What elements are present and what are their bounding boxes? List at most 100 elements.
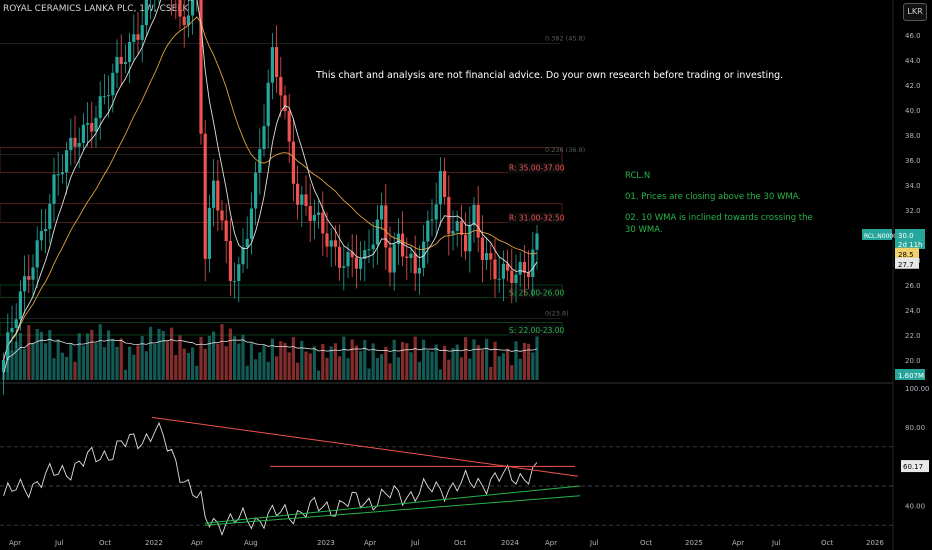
volume-bar <box>212 331 216 380</box>
volume-bar <box>350 339 354 380</box>
volume-bar <box>422 339 426 380</box>
candle-body <box>405 256 409 259</box>
rsi-support-line-1 <box>204 485 581 524</box>
volume-bar <box>52 358 56 380</box>
zone-label-bg <box>508 287 562 299</box>
candle-body <box>522 262 526 273</box>
volume-bar <box>468 358 472 380</box>
time-tick-label: 2024 <box>501 539 519 547</box>
candle-body <box>451 230 455 234</box>
volume-bar <box>291 337 295 380</box>
candle-body <box>359 258 363 269</box>
volume-bar <box>199 336 203 380</box>
candle-body <box>128 41 132 62</box>
candle-body <box>384 205 388 248</box>
candle-body <box>102 96 106 98</box>
volume-bar <box>413 336 417 380</box>
candle-body <box>535 233 539 250</box>
price-tick-label: 38.0 <box>905 132 921 140</box>
price-tick-label: 40.0 <box>905 107 921 115</box>
volume-bar <box>535 336 539 380</box>
candle-body <box>409 253 413 259</box>
volume-bar <box>497 356 501 380</box>
volume-bar <box>123 369 127 380</box>
candle-body <box>39 231 43 241</box>
wma30-price-tag: 28.5 <box>898 251 914 259</box>
volume-bar <box>417 361 421 380</box>
rsi-tick-label: 80.00 <box>905 424 925 432</box>
volume-bar <box>107 330 111 380</box>
currency-button[interactable]: LKR <box>903 3 927 21</box>
volume-bar <box>317 370 321 380</box>
time-tick-label: Oct <box>99 539 111 547</box>
candle-body <box>115 56 119 73</box>
time-tick-label: Jul <box>589 539 599 547</box>
volume-bar <box>6 342 10 380</box>
volume-bar <box>216 343 220 380</box>
candle-body <box>392 244 396 273</box>
candle-body <box>476 204 480 238</box>
candle-body <box>132 34 136 42</box>
candle-body <box>300 194 304 205</box>
rsi-value-tag-bg <box>901 460 929 473</box>
analysis-notes: RCL.N 01. Prices are closing above the 3… <box>625 170 825 245</box>
candle-body <box>258 149 262 173</box>
volume-bar <box>287 352 291 380</box>
volume-bar <box>300 340 304 380</box>
candle-body <box>86 122 90 125</box>
candle-body <box>228 241 232 282</box>
time-tick-label: Apr <box>545 539 557 547</box>
volume-bar <box>132 354 136 380</box>
candle-body <box>220 210 224 221</box>
zone-label: R: 31.00-32.50 <box>509 214 565 223</box>
zone-label-bg <box>508 325 562 336</box>
candle-body <box>245 238 249 248</box>
fib-label: 0.382 (45.8) <box>545 35 585 43</box>
candle-body <box>338 246 342 268</box>
candle-body <box>18 291 22 320</box>
candle-body <box>241 247 245 265</box>
time-tick-label: Apr <box>191 539 203 547</box>
candle-body <box>48 203 52 229</box>
candle-body <box>44 228 48 232</box>
rsi-tick-label: 100.00 <box>905 385 930 393</box>
volume-bar <box>321 343 325 380</box>
volume-bar <box>18 332 22 380</box>
candle-body <box>531 249 535 277</box>
wma10-price-tag-bg <box>895 257 919 269</box>
countdown-tag: 2d 11h <box>898 241 922 249</box>
zone-label: S: 22.00-23.00 <box>509 326 565 335</box>
candle-body <box>296 183 300 205</box>
candle-body <box>90 122 94 132</box>
volume-bar <box>283 342 287 380</box>
candle-body <box>417 267 421 274</box>
candle-body <box>107 95 111 97</box>
volume-bar <box>447 359 451 380</box>
volume-bar <box>464 337 468 380</box>
volume-bar <box>207 335 211 380</box>
fib-label: 0.236 (36.9) <box>545 146 585 154</box>
candle-body <box>346 251 350 267</box>
volume-bar <box>115 346 119 380</box>
candle-body <box>81 124 85 144</box>
candle-body <box>275 47 279 78</box>
zone-rect <box>0 284 563 298</box>
time-tick-label: 2025 <box>685 539 703 547</box>
volume-bar <box>438 369 442 380</box>
volume-bar <box>245 365 249 380</box>
candle-body <box>308 206 312 222</box>
volume-bar <box>514 341 518 380</box>
volume-bar <box>157 328 161 380</box>
volume-bar <box>182 348 186 380</box>
candle-body <box>52 174 56 204</box>
volume-bar <box>510 365 514 380</box>
volume-bar <box>363 340 367 380</box>
candle-body <box>69 137 73 151</box>
volume-bar <box>434 344 438 380</box>
wma30-line <box>3 16 538 361</box>
zone-label: S: 25.00-26.00 <box>509 289 565 298</box>
candle-body <box>262 126 266 150</box>
zone-label-bg <box>508 162 562 174</box>
rsi-support-line-2 <box>204 495 581 526</box>
